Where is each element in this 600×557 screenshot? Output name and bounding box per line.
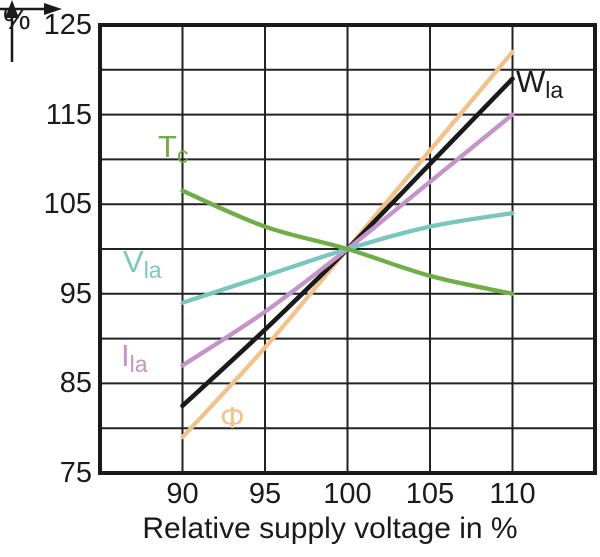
x-tick-label: 105 [405, 478, 455, 510]
series-label-Phi: Φ [220, 400, 245, 435]
y-tick-label: 95 [59, 277, 92, 310]
x-tick-label: 100 [323, 478, 372, 510]
y-tick-label: 75 [59, 457, 92, 489]
y-tick-label: 105 [43, 188, 92, 221]
series-line-T_c [180, 188, 515, 296]
plot-border [98, 23, 597, 475]
y-tick-label: 85 [59, 367, 92, 400]
series-label-I_la: Ila [121, 338, 148, 378]
series-label-V_la: Vla [123, 244, 162, 284]
y-tick-label: 115 [45, 98, 92, 131]
series-label-W_la: Wla [516, 64, 564, 104]
x-axis-arrow-icon [0, 3, 62, 15]
x-tick-label: 110 [489, 478, 536, 510]
x-axis-title: Relative supply voltage in % [142, 512, 518, 545]
x-tick-label: 95 [248, 478, 282, 510]
series-label-T_c: Tc [158, 129, 189, 169]
x-tick-label: 90 [166, 478, 199, 510]
y-axis-unit-label: % [3, 1, 31, 36]
y-tick-label: 125 [43, 9, 92, 41]
